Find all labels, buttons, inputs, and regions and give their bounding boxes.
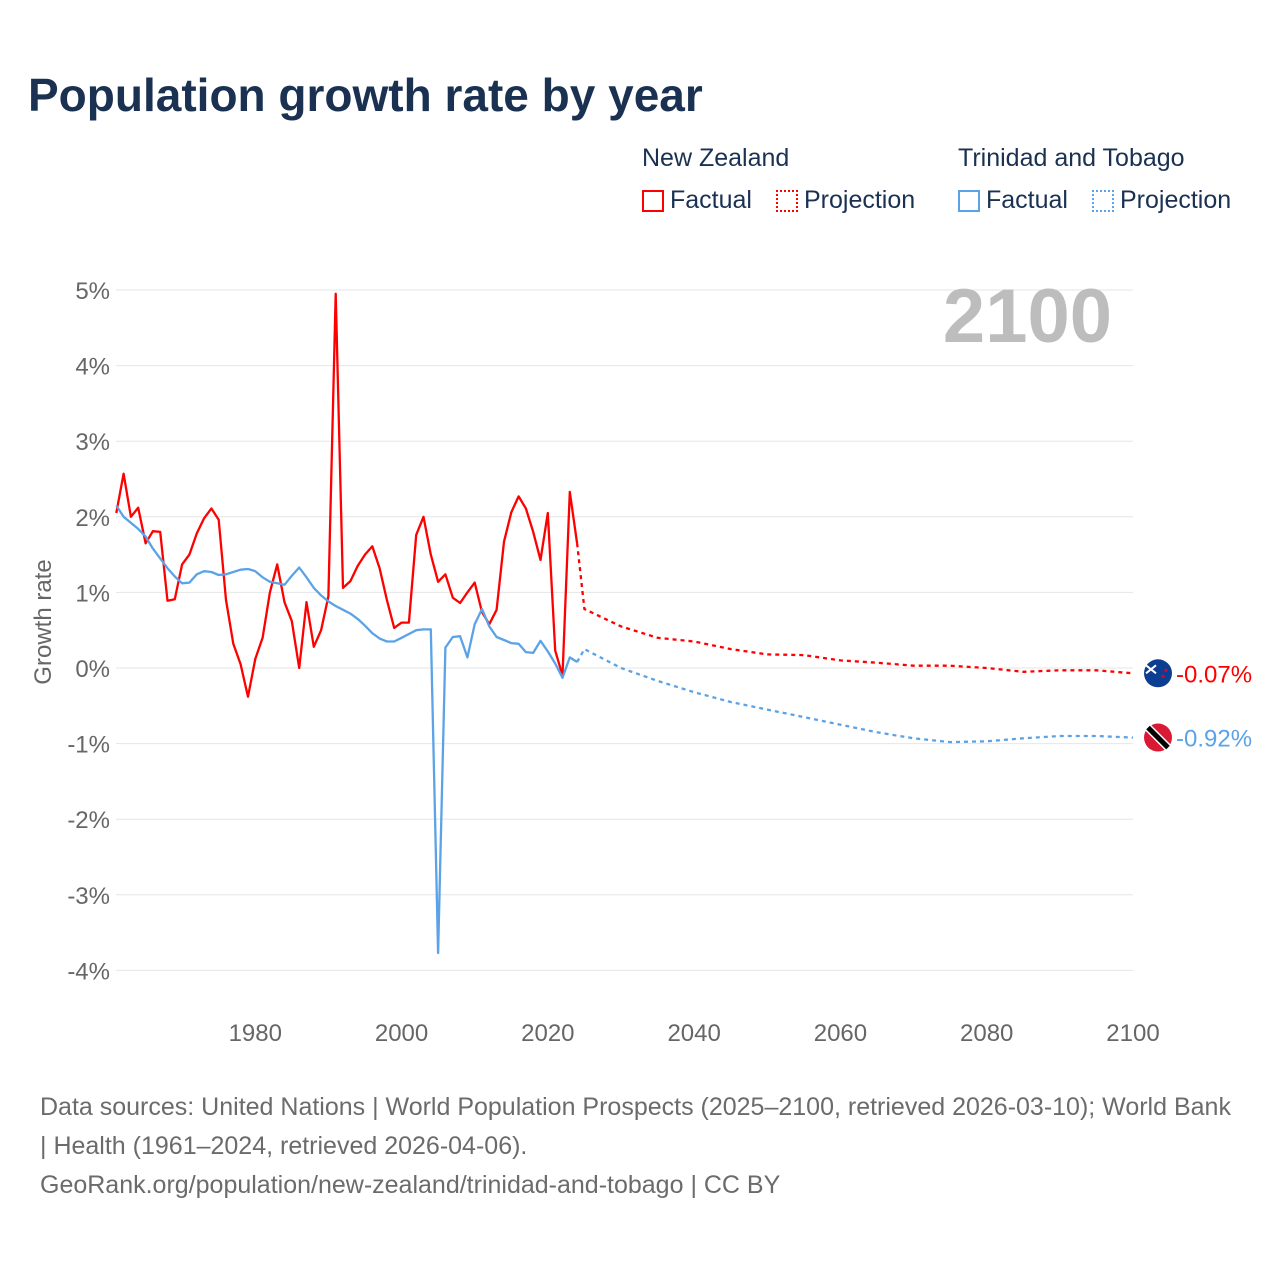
y-axis-label: Growth rate [30,559,57,684]
trinidad-and-tobago-end-label: -0.92% [1176,726,1252,753]
x-tick-label: 2020 [521,1020,574,1047]
legend-swatch-solid-icon [642,189,664,212]
trinidad-and-tobago-flag-icon [1144,723,1172,752]
source-link[interactable]: GeoRank.org/population/new-zealand/trini… [40,1171,781,1199]
trinidad-and-tobago-factual-line [115,504,578,955]
legend-label: Projection [1120,186,1232,214]
x-tick-label: 1980 [229,1020,282,1047]
y-tick-label: -4% [67,958,110,985]
y-tick-label: 3% [75,429,110,456]
legend-label: Factual [986,186,1068,214]
new-zealand-projection-line [575,543,1134,675]
legend-nz-projection[interactable]: Projection [776,186,915,215]
y-tick-label: -2% [67,807,110,834]
new-zealand-end-label: -0.07% [1176,661,1252,688]
new-zealand-factual-line [115,292,579,698]
legend-label: Factual [670,186,752,214]
y-tick-label: -3% [67,883,110,910]
footer: Data sources: United Nations | World Pop… [40,1088,1240,1205]
year-label: 2100 [943,274,1112,359]
legend-swatch-dotted-icon [1092,189,1114,212]
legend-tt-factual[interactable]: Factual [958,186,1068,215]
y-tick-label: 2% [75,505,110,532]
legend-swatch-solid-icon [958,189,980,212]
legend-swatch-dotted-icon [776,189,798,212]
legend-group-trinidad-and-tobago: Trinidad and Tobago [958,144,1185,172]
legend-group-new-zealand: New Zealand [642,144,790,172]
legend-nz-factual[interactable]: Factual [642,186,752,215]
x-tick-label: 2000 [375,1020,428,1047]
data-sources: Data sources: United Nations | World Pop… [40,1093,1231,1160]
x-tick-label: 2100 [1106,1020,1159,1047]
chart-title: Population growth rate by year [28,69,703,121]
x-tick-label: 2080 [960,1020,1013,1047]
x-tick-label: 2060 [814,1020,867,1047]
legend-label: Projection [804,186,916,214]
y-tick-label: -1% [67,732,110,759]
legend-tt-projection[interactable]: Projection [1092,186,1231,215]
y-tick-label: 1% [75,580,110,607]
y-tick-label: 4% [75,354,110,381]
new-zealand-flag-icon [1144,659,1172,688]
y-tick-label: 0% [75,656,110,683]
trinidad-and-tobago-projection-line [576,647,1134,744]
y-tick-label: 5% [75,278,110,305]
x-tick-label: 2040 [667,1020,720,1047]
